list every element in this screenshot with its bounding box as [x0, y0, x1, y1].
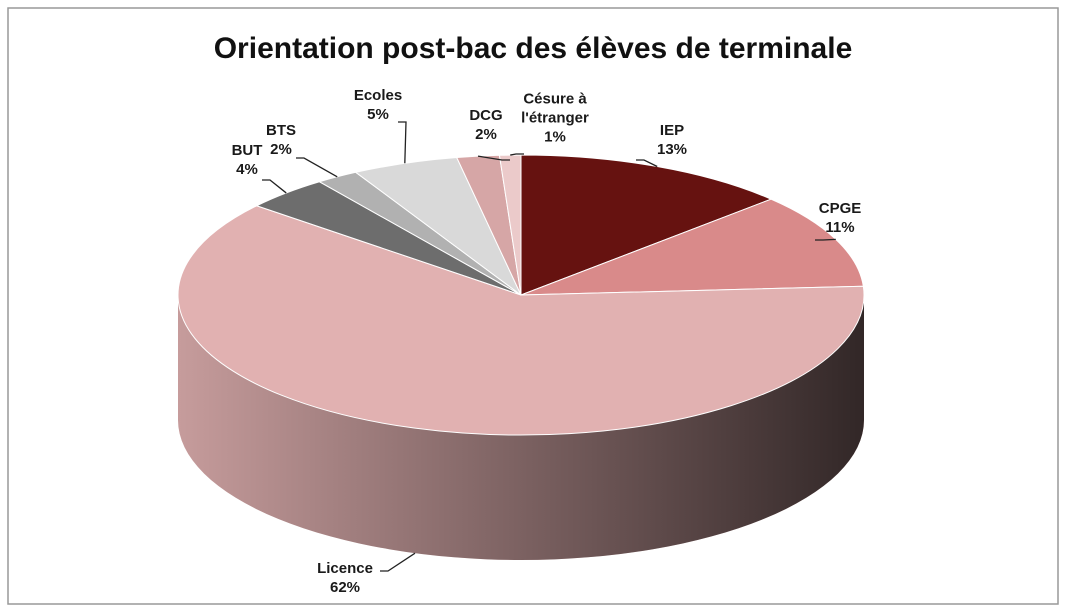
label-name: Césure à l'étranger [521, 90, 589, 127]
label-name: DCG [469, 107, 503, 124]
label-value: 2% [270, 141, 292, 158]
label-name: BUT [231, 142, 263, 159]
chart-title: Orientation post-bac des élèves de termi… [213, 32, 853, 65]
label-value: 5% [367, 106, 389, 123]
slice [177, 205, 865, 436]
chart-frame [7, 7, 1059, 605]
label-value: 2% [475, 126, 497, 143]
label-value: 62% [329, 579, 361, 596]
label-name: Ecoles [353, 87, 403, 104]
leader-line [380, 552, 416, 572]
leader-line [398, 121, 407, 164]
data-label: CPGE 11% [800, 199, 880, 237]
label-value: 13% [656, 141, 688, 158]
leader-line [296, 157, 338, 178]
label-value: 11% [825, 219, 855, 236]
data-label: BUT 4% [207, 141, 287, 179]
leader-line [477, 155, 510, 161]
data-label: IEP 13% [632, 121, 712, 159]
data-label: Césure à l'étranger 1% [508, 90, 603, 147]
slice-side-shade [178, 295, 864, 560]
leader-line [262, 179, 287, 194]
label-name: IEP [659, 122, 685, 139]
leader-line [636, 159, 658, 168]
leader-line [510, 153, 524, 156]
label-name: BTS [266, 122, 296, 139]
label-name: Licence [317, 560, 373, 577]
label-value: 1% [544, 128, 566, 146]
label-name: CPGE [818, 200, 862, 217]
data-label: Licence 62% [305, 559, 385, 597]
data-label: Ecoles 5% [338, 86, 418, 124]
leader-line [815, 238, 836, 241]
label-value: 4% [236, 161, 258, 178]
data-label: DCG 2% [446, 106, 526, 144]
data-label: BTS 2% [241, 121, 321, 159]
